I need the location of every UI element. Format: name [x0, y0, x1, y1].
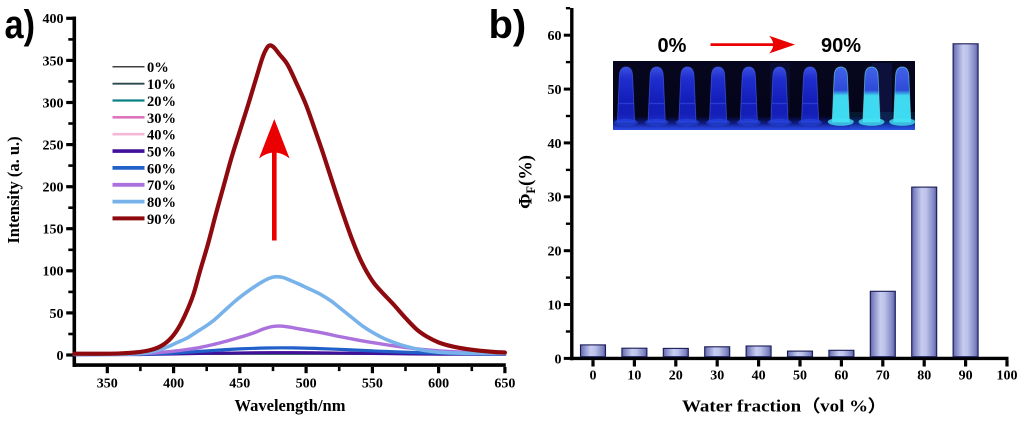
- svg-text:0: 0: [57, 349, 64, 364]
- svg-text:50: 50: [548, 83, 562, 98]
- svg-text:0%: 0%: [658, 35, 687, 57]
- svg-text:60%: 60%: [147, 161, 176, 177]
- svg-text:0: 0: [590, 369, 597, 384]
- svg-text:40: 40: [548, 137, 562, 152]
- svg-text:10: 10: [548, 298, 562, 313]
- svg-text:Wavelength/nm: Wavelength/nm: [235, 396, 346, 415]
- svg-text:200: 200: [43, 181, 64, 196]
- svg-text:20%: 20%: [147, 94, 176, 110]
- svg-text:30: 30: [710, 369, 724, 384]
- svg-text:60: 60: [834, 369, 848, 384]
- svg-text:300: 300: [43, 96, 64, 111]
- svg-text:60: 60: [548, 29, 562, 44]
- svg-text:b): b): [489, 3, 527, 47]
- svg-text:80%: 80%: [147, 195, 176, 211]
- svg-text:350: 350: [97, 377, 118, 392]
- svg-text:Water fraction（vol %）: Water fraction（vol %）: [682, 396, 887, 416]
- svg-text:70%: 70%: [147, 178, 176, 194]
- svg-text:450: 450: [229, 377, 250, 392]
- svg-text:10: 10: [627, 369, 641, 384]
- svg-text:20: 20: [669, 369, 683, 384]
- svg-text:80: 80: [917, 369, 931, 384]
- svg-text:50: 50: [793, 369, 807, 384]
- svg-text:600: 600: [428, 377, 449, 392]
- svg-text:90%: 90%: [821, 35, 861, 57]
- svg-text:550: 550: [362, 377, 383, 392]
- svg-text:90: 90: [959, 369, 973, 384]
- svg-text:350: 350: [43, 54, 64, 69]
- svg-text:0: 0: [555, 352, 562, 367]
- svg-text:ΦF(%): ΦF(%): [517, 155, 539, 209]
- svg-text:650: 650: [494, 377, 515, 392]
- svg-text:30%: 30%: [147, 111, 176, 127]
- svg-text:90%: 90%: [147, 212, 176, 228]
- svg-text:Intensity (a. u.): Intensity (a. u.): [4, 136, 23, 243]
- svg-text:50: 50: [50, 307, 64, 322]
- svg-text:0%: 0%: [147, 60, 169, 76]
- svg-text:20: 20: [548, 245, 562, 260]
- svg-text:a): a): [5, 3, 36, 47]
- svg-text:100: 100: [43, 265, 64, 280]
- svg-text:50%: 50%: [147, 145, 176, 161]
- svg-text:400: 400: [43, 12, 64, 27]
- svg-text:500: 500: [296, 377, 317, 392]
- svg-text:10%: 10%: [147, 77, 176, 93]
- svg-text:100: 100: [997, 369, 1018, 384]
- svg-text:400: 400: [163, 377, 184, 392]
- svg-text:250: 250: [43, 139, 64, 154]
- svg-text:40%: 40%: [147, 128, 176, 144]
- svg-text:40: 40: [752, 369, 766, 384]
- svg-text:30: 30: [548, 191, 562, 206]
- svg-text:150: 150: [43, 223, 64, 238]
- svg-text:70: 70: [876, 369, 890, 384]
